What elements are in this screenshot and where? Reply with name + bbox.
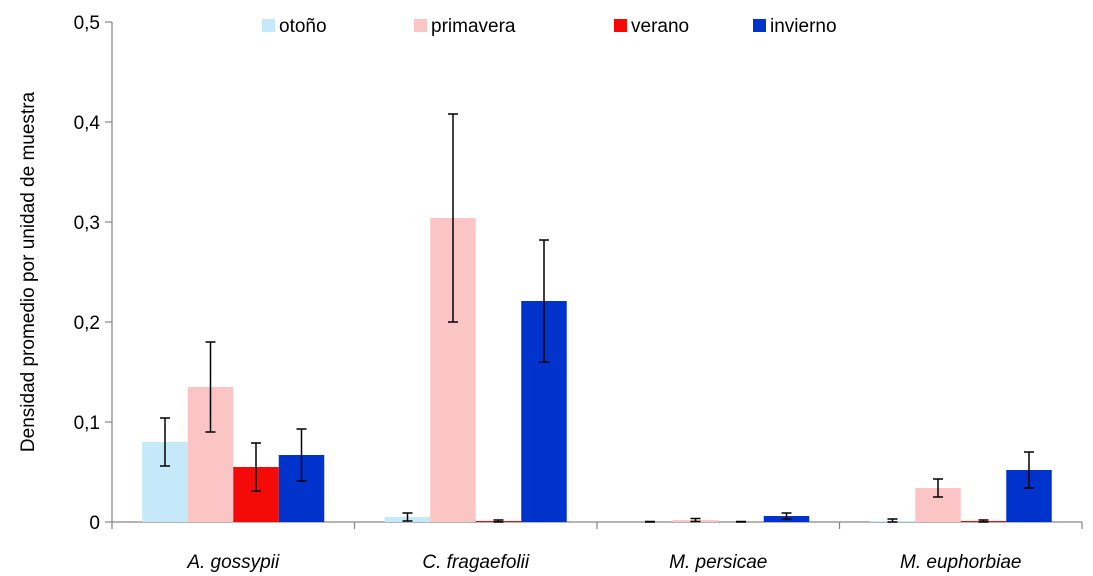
error-bar: [690, 517, 701, 523]
y-tick-label: 0,2: [74, 313, 100, 334]
error-bar: [539, 239, 549, 363]
error-bar: [402, 512, 413, 522]
legend-label: primavera: [431, 16, 516, 37]
legend-item: primavera: [414, 16, 516, 37]
legend-swatch: [753, 19, 766, 32]
error-bars: [160, 113, 1034, 523]
legend-label: otoño: [279, 16, 327, 37]
bars: [142, 218, 1052, 522]
legend-item: verano: [614, 16, 689, 37]
y-tick-label: 0,4: [74, 113, 101, 134]
category-label: M. persicae: [669, 552, 767, 573]
legend: otoño primavera verano invierno: [262, 16, 837, 37]
error-bar: [448, 113, 458, 323]
legend-label: verano: [631, 16, 689, 37]
error-bar: [978, 519, 989, 523]
y-axis: 0 0,1 0,2 0,3 0,4 0,5: [74, 13, 113, 534]
legend-swatch: [414, 19, 427, 32]
category-label: A. gossypii: [186, 552, 280, 573]
category-label: C. fragaefolii: [422, 552, 529, 573]
error-bar: [781, 512, 792, 520]
y-tick-label: 0: [89, 513, 100, 534]
error-bar: [205, 341, 216, 433]
error-bar: [296, 428, 307, 482]
error-bar: [887, 518, 898, 523]
error-bar: [933, 478, 943, 498]
legend-swatch: [614, 19, 627, 32]
y-tick-label: 0,5: [74, 13, 100, 34]
x-axis: A. gossypii C. fragaefolii M. persicae M. e…: [111, 521, 1083, 573]
y-tick-label: 0,1: [74, 413, 100, 434]
legend-label: invierno: [770, 16, 837, 37]
error-bar: [645, 520, 655, 523]
y-axis-title: Densidad promedio por unidad de muestra: [18, 91, 39, 452]
legend-swatch: [262, 19, 275, 32]
error-bar: [160, 417, 170, 467]
y-tick-label: 0,3: [74, 213, 100, 234]
legend-item: invierno: [753, 16, 837, 37]
error-bar: [493, 519, 504, 523]
error-bar: [1024, 451, 1034, 489]
legend-item: otoño: [262, 16, 327, 37]
error-bar: [736, 520, 746, 523]
error-bar: [251, 442, 261, 492]
category-label: M. euphorbiae: [900, 552, 1021, 573]
